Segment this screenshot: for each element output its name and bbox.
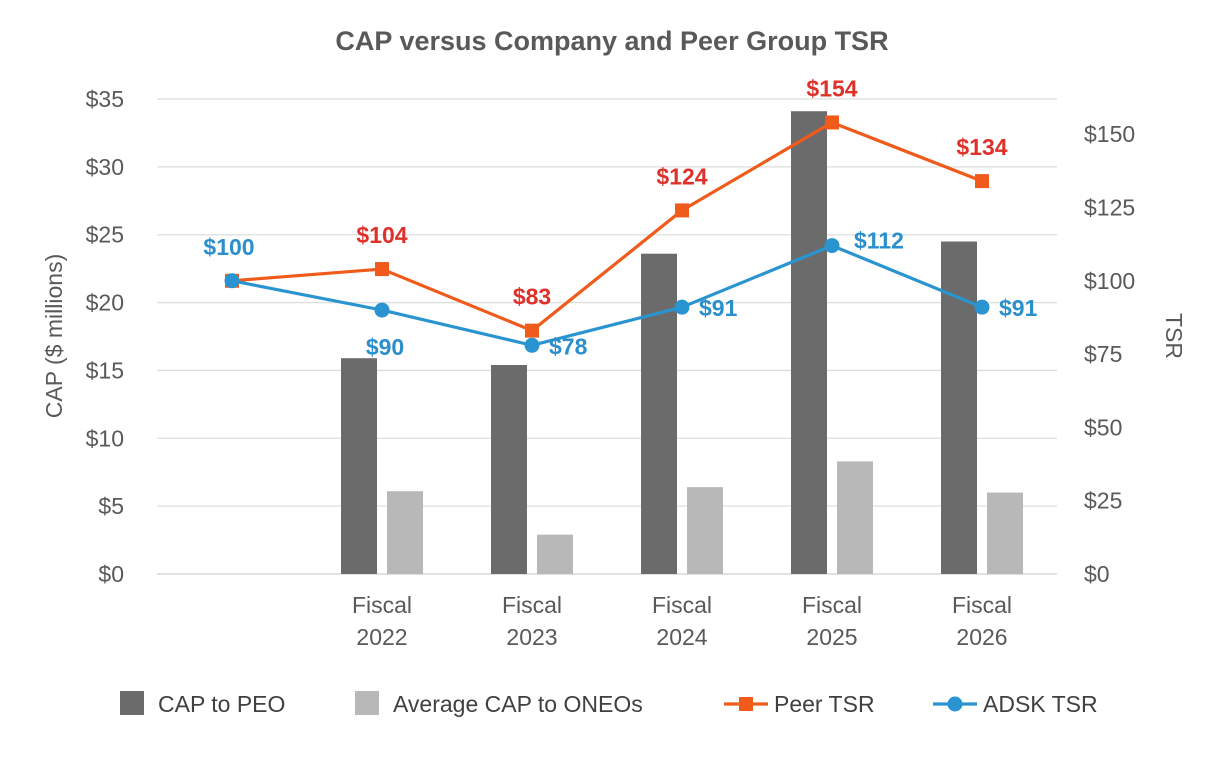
x-tick-label: Fiscal xyxy=(502,592,562,618)
y2-tick-label: $150 xyxy=(1084,121,1135,147)
y2-tick-label: $75 xyxy=(1084,341,1122,367)
legend-average-cap-oneos-swatch xyxy=(355,691,379,715)
peer-tsr-data-label: $124 xyxy=(656,163,707,189)
adsk-tsr-marker xyxy=(674,299,690,315)
x-tick-label: Fiscal xyxy=(652,592,712,618)
adsk-tsr-data-label: $112 xyxy=(854,228,904,254)
legend-cap-to-peo-swatch xyxy=(120,691,144,715)
x-tick-label: Fiscal xyxy=(352,592,412,618)
y-tick-label: $0 xyxy=(98,561,124,587)
peer-tsr-data-label: $154 xyxy=(806,75,857,101)
x-tick-label: 2024 xyxy=(656,624,707,650)
legend: CAP to PEO Average CAP to ONEOs Peer TSR AD… xyxy=(120,691,1098,717)
x-tick-label: 2022 xyxy=(356,624,407,650)
y-axis-label: CAP ($ millions) xyxy=(41,254,67,418)
adsk-tsr-data-label: $78 xyxy=(549,333,588,359)
bar-series xyxy=(341,111,1023,574)
adsk-tsr-marker xyxy=(524,337,540,353)
y-tick-label: $35 xyxy=(86,86,124,112)
adsk-tsr-data-label: $91 xyxy=(699,295,738,321)
data-labels: $104 $83 $124 $154 $134 $100 $90 $78 $91 $112 $91 xyxy=(203,75,1037,360)
y-tick-label: $5 xyxy=(98,493,124,519)
legend-adsk-tsr-swatch-marker xyxy=(947,696,963,712)
x-tick-label: Fiscal xyxy=(802,592,862,618)
peer-tsr-line xyxy=(231,120,983,333)
adsk-tsr-marker xyxy=(974,299,990,315)
peer-tsr-marker xyxy=(375,262,389,277)
y-tick-label: $15 xyxy=(86,357,124,383)
legend-peer-tsr-label: Peer TSR xyxy=(774,691,875,717)
average-cap-oneos-bar xyxy=(987,492,1023,574)
chart-title: CAP versus Company and Peer Group TSR xyxy=(335,26,888,56)
line-series xyxy=(224,115,990,353)
cap-to-peo-bar xyxy=(341,358,377,574)
adsk-tsr-data-label: $90 xyxy=(366,334,404,360)
peer-tsr-marker xyxy=(825,115,839,130)
legend-cap-to-peo-label: CAP to PEO xyxy=(158,691,285,717)
y2-tick-label: $50 xyxy=(1084,414,1122,440)
peer-tsr-data-label: $83 xyxy=(513,284,551,310)
y-tick-label: $25 xyxy=(86,222,124,248)
y-tick-label: $30 xyxy=(86,154,124,180)
peer-tsr-marker xyxy=(675,203,689,218)
cap-to-peo-bar xyxy=(641,253,677,574)
peer-tsr-data-label: $104 xyxy=(356,222,407,248)
legend-peer-tsr-swatch-marker xyxy=(739,697,753,711)
adsk-tsr-data-label: $91 xyxy=(999,295,1038,321)
adsk-tsr-marker xyxy=(824,238,840,254)
adsk-tsr-marker xyxy=(224,273,240,289)
cap-to-peo-bar xyxy=(791,111,827,574)
x-tick-label: 2025 xyxy=(806,624,857,650)
y2-axis-label: TSR xyxy=(1161,313,1187,359)
adsk-tsr-data-label: $100 xyxy=(203,234,254,260)
peer-tsr-marker xyxy=(975,174,989,189)
average-cap-oneos-bar xyxy=(387,491,423,574)
gridlines xyxy=(157,98,1057,575)
adsk-tsr-line xyxy=(231,244,983,347)
average-cap-oneos-bar xyxy=(837,461,873,574)
x-tick-label: 2023 xyxy=(506,624,557,650)
x-tick-label: Fiscal xyxy=(952,592,1012,618)
right-axis-ticks: $0 $25 $50 $75 $100 $125 $150 xyxy=(1084,121,1135,587)
cap-to-peo-bar xyxy=(491,365,527,574)
x-tick-label: 2026 xyxy=(956,624,1007,650)
legend-average-cap-oneos-label: Average CAP to ONEOs xyxy=(393,691,643,717)
y2-tick-label: $25 xyxy=(1084,488,1122,514)
legend-adsk-tsr-label: ADSK TSR xyxy=(983,691,1098,717)
average-cap-oneos-bar xyxy=(687,487,723,574)
y-tick-label: $10 xyxy=(86,425,124,451)
y-tick-label: $20 xyxy=(86,290,124,316)
y2-tick-label: $0 xyxy=(1084,561,1110,587)
average-cap-oneos-bar xyxy=(537,534,573,574)
left-axis-ticks: $0 $5 $10 $15 $20 $25 $30 $35 xyxy=(86,86,124,587)
x-axis-ticks: Fiscal 2022 Fiscal 2023 Fiscal 2024 Fiscal 2025… xyxy=(352,592,1012,650)
peer-tsr-data-label: $134 xyxy=(956,134,1007,160)
y2-tick-label: $100 xyxy=(1084,268,1135,294)
y2-tick-label: $125 xyxy=(1084,194,1135,220)
peer-tsr-marker xyxy=(525,323,539,338)
adsk-tsr-marker xyxy=(374,302,390,318)
